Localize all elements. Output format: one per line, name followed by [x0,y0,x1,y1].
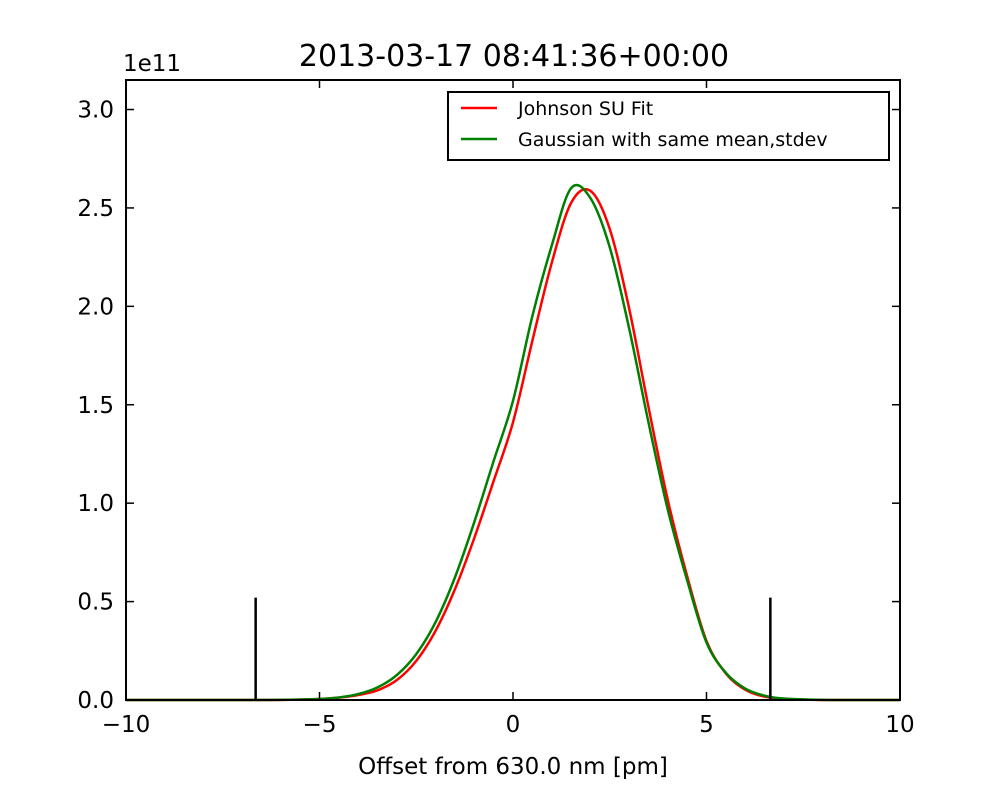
y-tick-label: 3.0 [77,98,114,124]
y-offset-label: 1e11 [123,51,181,77]
legend: Johnson SU Fit Gaussian with same mean,s… [447,91,890,161]
tick-layer: −10 −5 0 5 10 0.0 0.5 1.0 1.5 2.0 2.5 3.0 [77,80,915,738]
legend-label-gaussian: Gaussian with same mean,stdev [518,129,828,151]
x-tick-label: 10 [885,712,914,738]
y-tick-label: 1.5 [77,393,114,419]
series-layer [126,183,901,702]
x-tick-label: −10 [102,712,151,738]
marker-layer [254,597,772,700]
x-tick-label: 0 [506,712,521,738]
x-tick-label: 5 [699,712,714,738]
legend-label-johnson-su: Johnson SU Fit [517,98,653,120]
y-tick-label: 2.5 [77,196,114,222]
series-line-1 [126,183,901,702]
chart-title: 2013-03-17 08:41:36+00:00 [299,39,729,74]
series-line-0 [126,187,901,702]
y-tick-label: 1.0 [77,491,114,517]
y-tick-label: 2.0 [77,294,114,320]
x-axis-label: Offset from 630.0 nm [pm] [358,754,668,780]
y-tick-label: 0.5 [77,590,114,616]
axes-frame [125,79,901,701]
legend-box [447,91,890,161]
x-tick-label: −5 [303,712,337,738]
y-tick-label: 0.0 [77,688,114,714]
